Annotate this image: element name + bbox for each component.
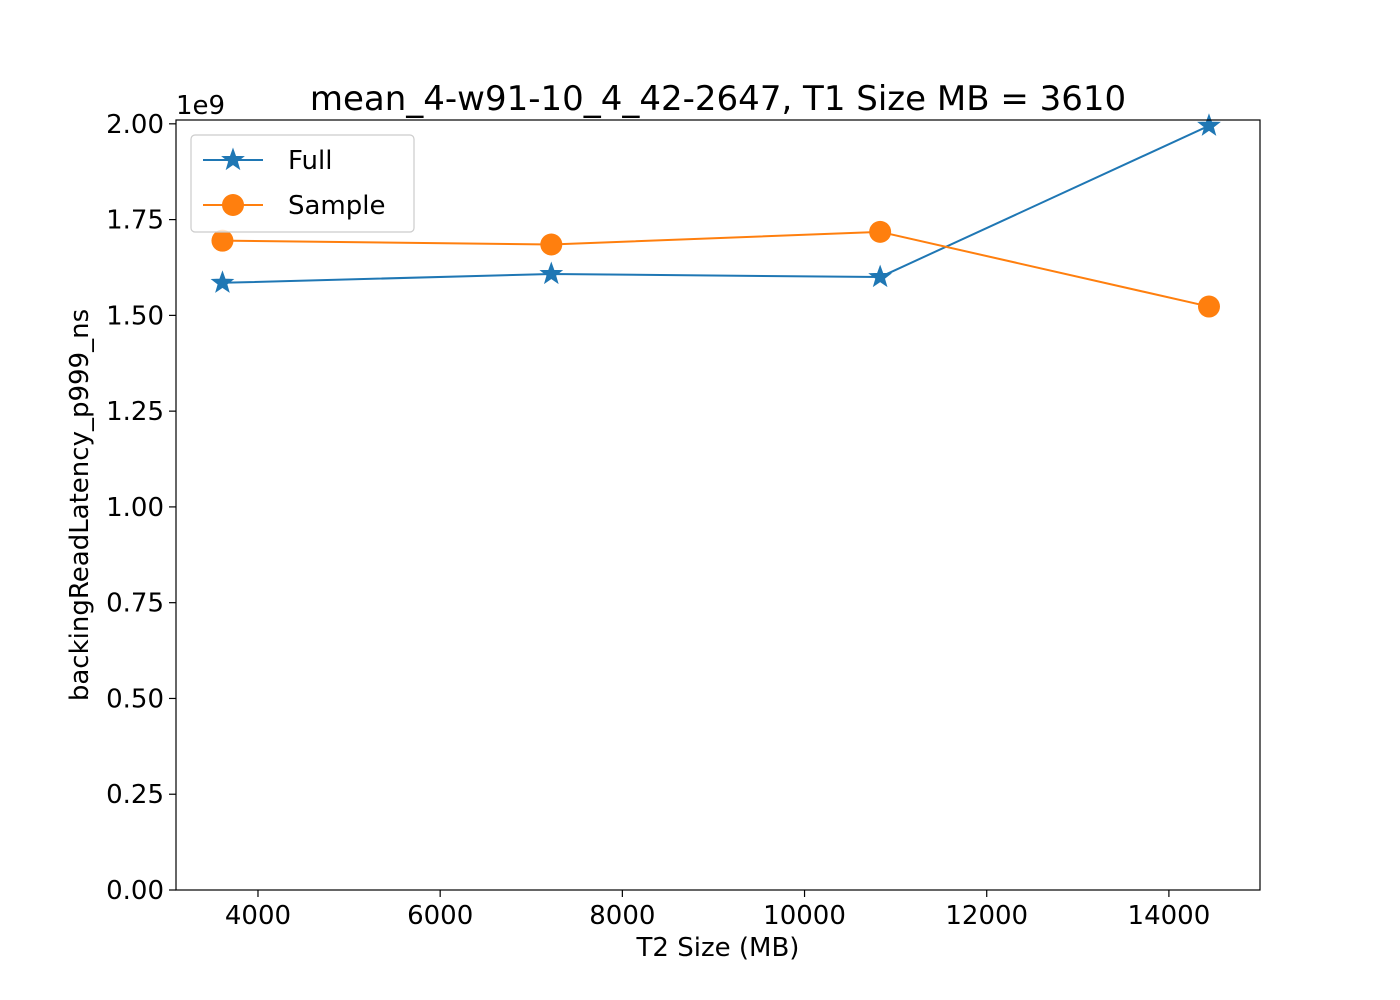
y-tick-label: 1.00 [106, 493, 164, 523]
series-full [210, 113, 1221, 293]
data-point-full [1197, 113, 1221, 136]
x-tick-label: 12000 [945, 901, 1028, 931]
data-point-full [539, 261, 564, 285]
legend-marker-sample [222, 194, 244, 216]
y-offset-label: 1e9 [176, 91, 225, 121]
legend: Full Sample [190, 134, 415, 233]
y-tick-label: 0.75 [106, 589, 164, 619]
y-tick-label: 1.75 [106, 206, 164, 236]
data-point-full [210, 270, 235, 293]
x-tick-label: 10000 [763, 901, 846, 931]
x-tick-label: 14000 [1128, 901, 1211, 931]
plot-frame [175, 119, 1261, 891]
series-line-full [222, 124, 1210, 284]
y-tick-label: 1.25 [106, 397, 164, 427]
data-point-sample [211, 229, 234, 252]
x-axis-title: T2 Size (MB) [636, 933, 800, 963]
y-axis: 0.00 0.25 0.50 0.75 1.00 1.25 1.50 1.75 2.00 [106, 110, 176, 906]
legend-label-sample: Sample [288, 191, 386, 221]
data-point-sample [540, 233, 563, 256]
y-tick-label: 0.00 [106, 876, 164, 906]
data-point-full [868, 264, 893, 288]
y-tick-label: 0.50 [106, 684, 164, 714]
x-tick-label: 4000 [225, 901, 291, 931]
series-sample [211, 220, 1220, 318]
data-point-sample [869, 220, 892, 243]
y-tick-label: 1.50 [106, 301, 164, 331]
data-point-sample [1197, 295, 1220, 318]
legend-marker-full [221, 147, 245, 171]
legend-label-full: Full [288, 146, 332, 176]
y-axis-title: backingReadLatency_p999_ns [65, 309, 95, 701]
y-tick-label: 0.25 [106, 780, 164, 810]
series-layer [210, 113, 1221, 318]
x-tick-label: 8000 [589, 901, 655, 931]
series-line-sample [222, 230, 1210, 308]
y-tick-label: 2.00 [106, 110, 164, 140]
x-tick-label: 6000 [407, 901, 473, 931]
chart-title: mean_4-w91-10_4_42-2647, T1 Size MB = 36… [310, 79, 1126, 119]
x-axis: 4000 6000 8000 10000 12000 14000 [225, 890, 1210, 931]
